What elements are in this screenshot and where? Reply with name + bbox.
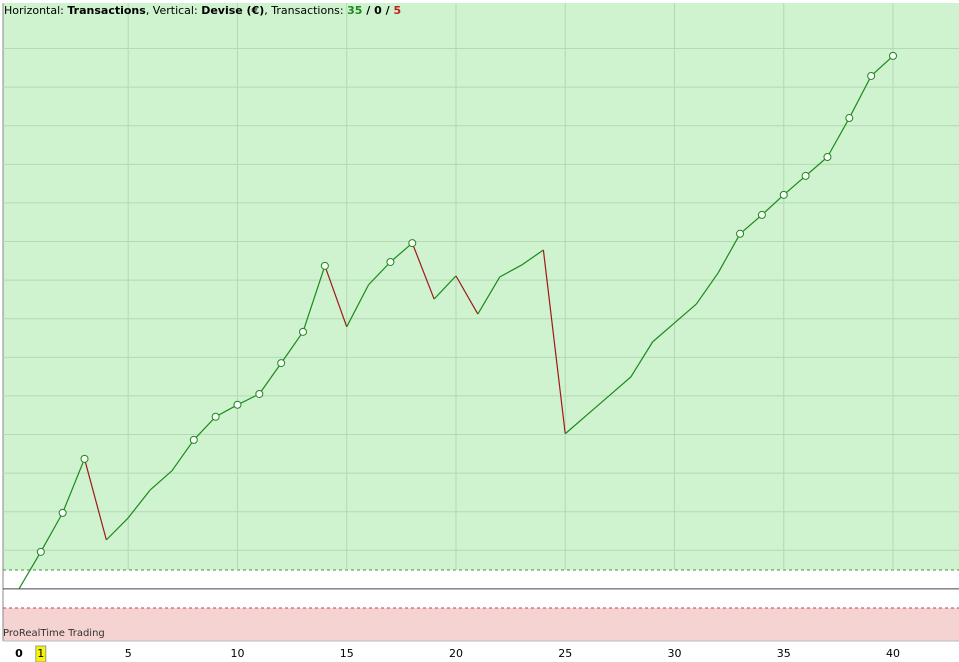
new-high-marker xyxy=(277,359,286,368)
equity-segment xyxy=(783,175,806,196)
label: Horizontal: xyxy=(4,4,68,17)
value: Devise (€) xyxy=(201,4,265,17)
label: , Transactions: xyxy=(264,4,348,17)
separator: / xyxy=(362,4,375,17)
equity-segment xyxy=(346,284,370,328)
losing-count: 5 xyxy=(393,4,402,17)
new-high-marker xyxy=(736,229,745,238)
winning-count: 35 xyxy=(347,4,363,17)
x-tick-label: 10 xyxy=(230,647,244,660)
new-high-marker xyxy=(408,239,417,248)
equity-segment xyxy=(215,404,238,418)
equity-segment xyxy=(40,512,64,553)
x-tick-label: 35 xyxy=(777,647,791,660)
equity-segment xyxy=(608,376,632,397)
equity-segment xyxy=(368,261,391,286)
new-high-marker xyxy=(889,51,898,60)
neutral-count: 0 xyxy=(374,4,382,17)
label: , Vertical: xyxy=(145,4,202,17)
new-high-marker xyxy=(757,210,766,219)
equity-segment xyxy=(586,395,610,416)
new-high-marker xyxy=(779,190,788,199)
equity-segment xyxy=(193,416,217,441)
equity-segment xyxy=(302,265,326,333)
equity-segment xyxy=(455,275,479,315)
x-tick-label: 20 xyxy=(449,647,463,660)
equity-segment xyxy=(717,233,741,274)
x-tick-label: 25 xyxy=(558,647,572,660)
loss-zone xyxy=(3,608,959,641)
new-high-marker xyxy=(867,71,876,80)
new-high-marker xyxy=(801,171,810,180)
equity-segment xyxy=(237,393,260,406)
new-high-marker xyxy=(320,261,329,270)
x-tick-label: 0 xyxy=(15,647,23,660)
equity-segment xyxy=(848,75,872,119)
x-tick-label: 1 xyxy=(37,647,44,660)
equity-segment xyxy=(258,362,282,395)
equity-segment xyxy=(83,458,107,541)
new-high-marker xyxy=(386,257,395,266)
new-high-marker xyxy=(36,547,45,556)
new-high-marker xyxy=(211,412,220,421)
new-high-marker xyxy=(845,114,854,123)
equity-segment xyxy=(739,214,763,235)
equity-segment xyxy=(674,303,697,324)
equity-segment xyxy=(411,242,435,300)
equity-segment xyxy=(324,265,348,328)
equity-segment xyxy=(521,249,544,266)
new-high-marker xyxy=(255,389,264,398)
new-high-marker xyxy=(58,508,67,517)
equity-segment xyxy=(499,264,522,278)
separator: / xyxy=(381,4,394,17)
equity-segment xyxy=(805,156,828,177)
equity-segment xyxy=(695,272,719,305)
x-tick-label: 5 xyxy=(125,647,132,660)
value: Transactions xyxy=(67,4,146,17)
x-tick-label: 15 xyxy=(340,647,354,660)
equity-segment xyxy=(826,117,850,158)
equity-segment xyxy=(105,517,129,541)
equity-segment xyxy=(564,414,588,435)
new-high-marker xyxy=(233,400,242,409)
equity-segment xyxy=(62,458,86,514)
equity-segment xyxy=(18,551,42,590)
x-tick-label: 30 xyxy=(667,647,681,660)
equity-segment xyxy=(542,249,566,434)
watermark: ProRealTime Trading xyxy=(3,628,105,639)
new-high-marker xyxy=(189,435,198,444)
equity-segment xyxy=(870,55,894,77)
profit-zone xyxy=(3,3,959,570)
equity-segment xyxy=(280,331,304,364)
new-high-marker xyxy=(299,327,308,336)
equity-segment xyxy=(149,470,173,491)
x-tick-label: 40 xyxy=(886,647,900,660)
new-high-marker xyxy=(823,153,832,161)
equity-segment xyxy=(390,242,413,263)
new-high-marker xyxy=(80,454,89,463)
equity-segment xyxy=(652,322,675,343)
equity-segment xyxy=(171,439,195,472)
equity-segment xyxy=(433,275,457,300)
equity-segment xyxy=(477,276,501,315)
header: Horizontal: Transactions, Vertical: Devi… xyxy=(4,4,401,17)
equity-segment xyxy=(127,489,151,519)
equity-segment xyxy=(761,194,785,216)
tick-highlight xyxy=(35,645,47,662)
equity-segment xyxy=(630,341,654,378)
